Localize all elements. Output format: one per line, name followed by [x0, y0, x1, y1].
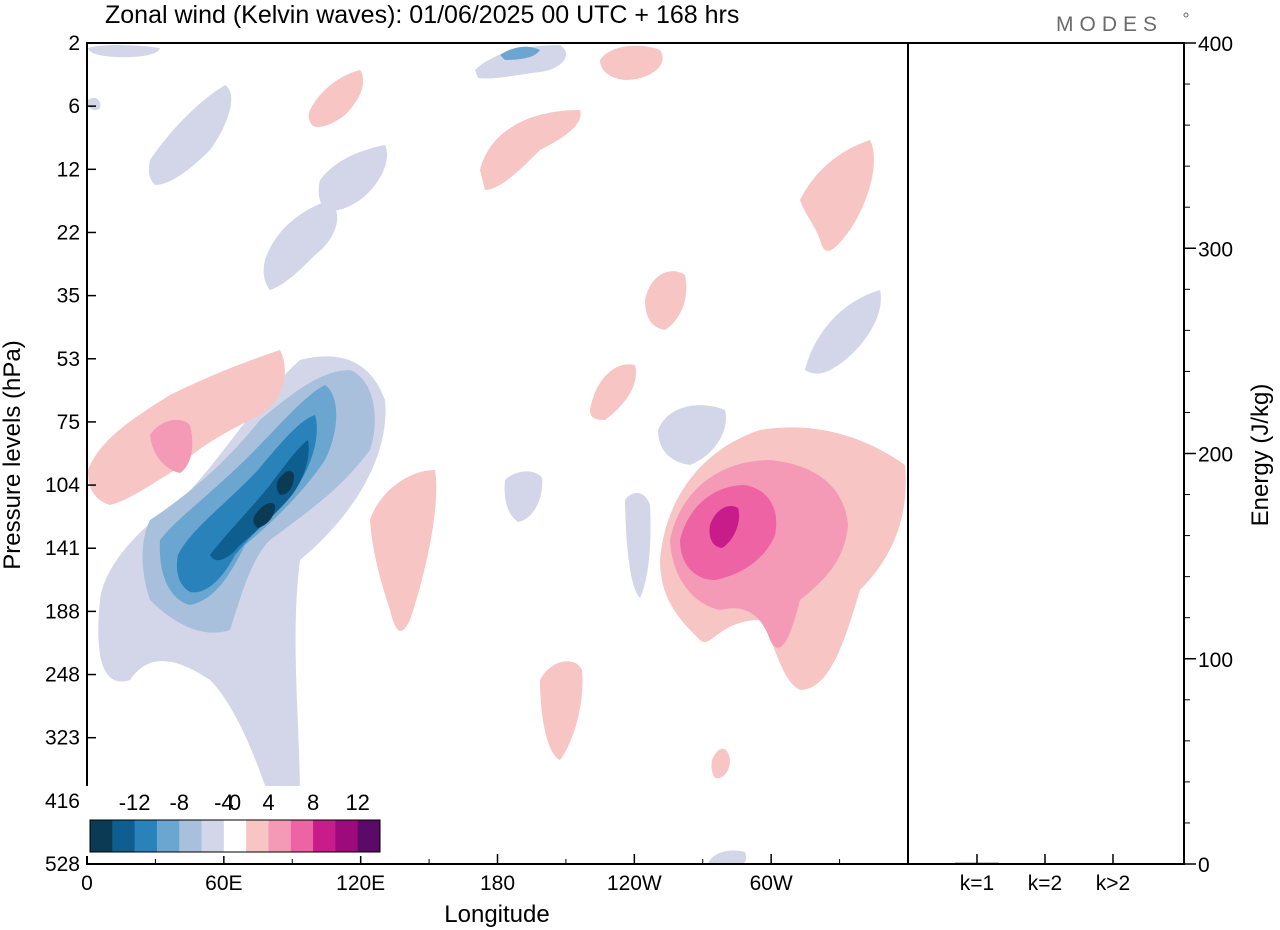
- y-tick-label: 188: [45, 600, 80, 623]
- y-tick-label: 35: [57, 285, 80, 308]
- contour-neg-8: [210, 440, 309, 561]
- y-tick-label: 416: [45, 790, 80, 813]
- colorbar-swatch: [134, 820, 158, 852]
- contour-field: [88, 45, 906, 864]
- x-axis-ticks: 0 60E 120E 180 120W 60W: [81, 854, 841, 895]
- y-tick-label: 75: [57, 411, 80, 434]
- colorbar-tick-label: -8: [169, 790, 189, 815]
- colorbar-swatch: [290, 820, 314, 852]
- x-tick-label: 180: [480, 872, 515, 895]
- x-tick-label: 60E: [205, 872, 242, 895]
- y-tick-label: 6: [68, 95, 80, 118]
- contour-neg-top: [475, 45, 567, 79]
- contour-neg-right: [805, 290, 881, 374]
- y-tick-label: 12: [57, 158, 80, 181]
- colorbar-swatch: [357, 820, 381, 852]
- contour-pos-low-2: [711, 748, 730, 779]
- energy-tick-label: 300: [1198, 238, 1233, 261]
- energy-bars: k=1 k=2 k>2: [955, 854, 1135, 895]
- colorbar-swatch: [246, 820, 269, 852]
- energy-category-label: k=1: [960, 872, 994, 895]
- energy-axis-label: Energy (J/kg): [1247, 384, 1274, 527]
- contour-pos-upper-mid: [308, 70, 364, 127]
- y-axis-label: Pressure levels (hPa): [0, 340, 26, 569]
- contour-pos-mid-3: [370, 470, 437, 631]
- contour-pos-upper: [480, 110, 581, 190]
- energy-plot-frame: [907, 42, 1185, 865]
- contour-neg-left-lower: [88, 97, 101, 111]
- energy-category-label: k>2: [1096, 872, 1130, 895]
- colorbar-swatch: [335, 820, 359, 852]
- y-tick-label: 248: [45, 664, 80, 687]
- registered-mark-icon: [1183, 12, 1189, 18]
- y-axis-ticks: 2 6 12 22 35 53 75 104 141 188 248 323 416 528: [45, 32, 96, 876]
- y-tick-label: 104: [45, 474, 80, 497]
- colorbar-swatch: [223, 820, 247, 852]
- colorbar-swatch: [201, 820, 225, 852]
- energy-category-label: k=2: [1028, 872, 1062, 895]
- colorbar-tick-label: 12: [345, 790, 369, 815]
- contour-pos-low: [540, 661, 583, 760]
- energy-axis: 0 100 200 300 400: [1184, 33, 1233, 877]
- energy-tick-label: 0: [1198, 854, 1210, 877]
- colorbar-tick-label: 0: [229, 790, 241, 815]
- colorbar-swatch: [90, 820, 113, 852]
- contour-pos-left-4: [150, 419, 193, 473]
- contour-neg-upper-left: [148, 85, 232, 185]
- brand-logo-text: MODES: [1056, 13, 1163, 36]
- colorbar-swatch: [112, 820, 136, 852]
- contour-neg-mid-1: [658, 405, 726, 465]
- contour-pos-right-upper: [800, 140, 874, 251]
- contour-pos-top: [600, 45, 663, 80]
- contour-neg-bottom: [708, 850, 747, 864]
- x-tick-label: 60W: [750, 872, 793, 895]
- contour-pos-mid-2: [645, 271, 687, 330]
- contour-pos-mid-1: [590, 364, 636, 420]
- energy-tick-label: 200: [1198, 444, 1233, 467]
- contour-neg-top-2: [500, 46, 540, 60]
- contour-neg-upper-mid-2: [318, 145, 388, 211]
- y-tick-label: 528: [45, 853, 80, 876]
- colorbar-swatch: [156, 820, 180, 852]
- y-tick-label: 53: [57, 348, 80, 371]
- colorbar-swatch: [313, 820, 336, 852]
- contour-neg-mid-2: [504, 471, 543, 522]
- x-tick-label: 120W: [607, 872, 662, 895]
- colorbar-swatch: [268, 820, 292, 852]
- colorbar-tick-label: 8: [307, 790, 319, 815]
- y-tick-label: 141: [45, 537, 80, 560]
- colorbar-tick-label: -4: [214, 790, 234, 815]
- x-tick-label: 120E: [336, 872, 385, 895]
- colorbar-swatch: [179, 820, 203, 852]
- energy-tick-label: 100: [1198, 649, 1233, 672]
- energy-tick-label: 400: [1198, 33, 1233, 56]
- y-tick-label: 2: [68, 32, 80, 55]
- chart-title: Zonal wind (Kelvin waves): 01/06/2025 00…: [105, 1, 739, 29]
- contour-neg-12: [253, 470, 294, 528]
- contour-neg-topleft: [88, 45, 160, 58]
- colorbar: -12 -8 -40 4 8 12: [86, 786, 384, 856]
- x-axis-label: Longitude: [444, 901, 549, 928]
- colorbar-tick-label: 4: [262, 790, 274, 815]
- contour-neg-upper-mid: [263, 200, 338, 290]
- colorbar-tick-label: -12: [119, 790, 151, 815]
- colorbar-frame: [89, 819, 381, 853]
- x-tick-label: 0: [81, 872, 93, 895]
- y-tick-label: 323: [45, 727, 80, 750]
- contour-neg-6: [176, 415, 317, 593]
- y-tick-label: 22: [57, 221, 80, 244]
- contour-neg-mid-3: [625, 493, 651, 598]
- contour-pos-8: [709, 505, 740, 548]
